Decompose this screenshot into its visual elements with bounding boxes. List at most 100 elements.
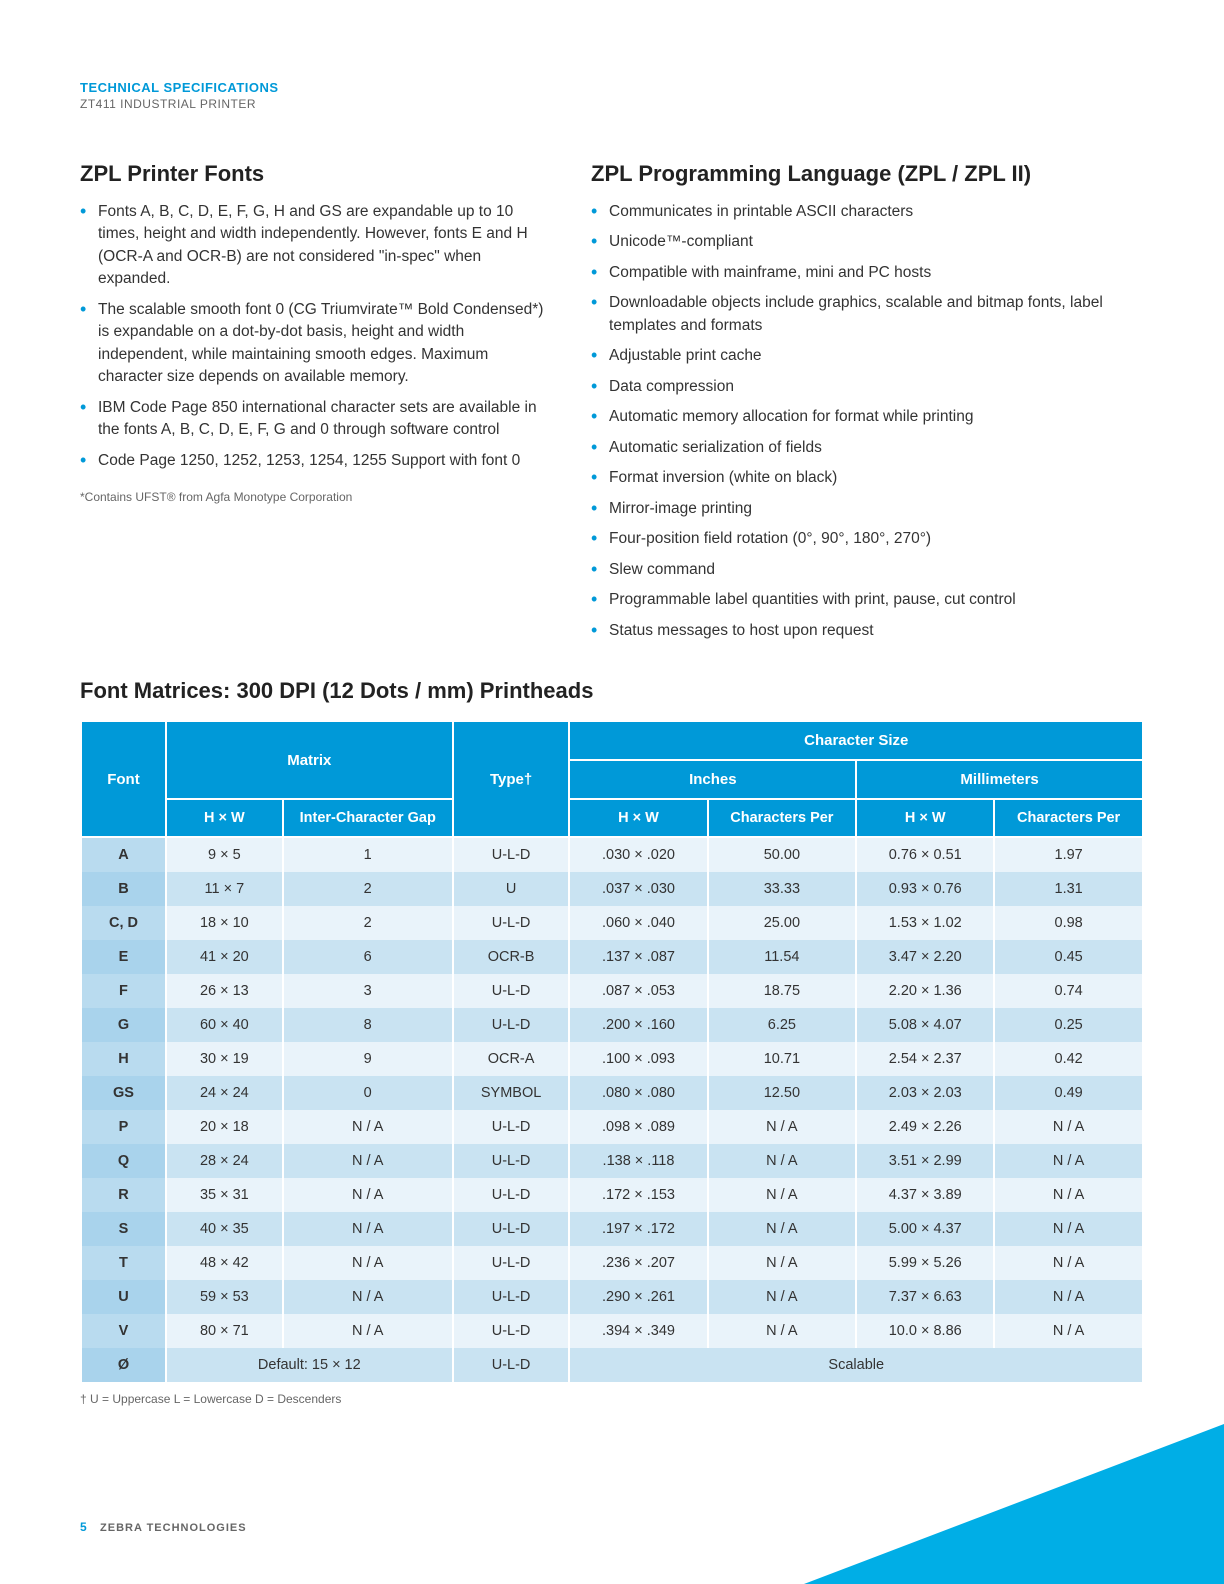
list-item: Programmable label quantities with print… xyxy=(591,589,1144,611)
table-cell: 0.42 xyxy=(994,1042,1143,1076)
list-item: IBM Code Page 850 international characte… xyxy=(80,397,551,442)
table-cell: U-L-D xyxy=(453,1178,570,1212)
th-hxw-2: H × W xyxy=(569,799,707,837)
table-cell: 0.45 xyxy=(994,940,1143,974)
table-cell: G xyxy=(81,1008,166,1042)
list-item: Mirror-image printing xyxy=(591,498,1144,520)
left-footnote: *Contains UFST® from Agfa Monotype Corpo… xyxy=(80,490,551,504)
list-item: Fonts A, B, C, D, E, F, G, H and GS are … xyxy=(80,201,551,291)
th-matrix: Matrix xyxy=(166,721,453,799)
font-matrix-table: Font Matrix Type† Character Size Inches … xyxy=(80,720,1144,1382)
th-hxw-1: H × W xyxy=(166,799,283,837)
list-item: Automatic memory allocation for format w… xyxy=(591,406,1144,428)
left-title: ZPL Printer Fonts xyxy=(80,161,551,187)
table-row: G60 × 408U-L-D.200 × .1606.255.08 × 4.07… xyxy=(81,1008,1143,1042)
table-cell: 26 × 13 xyxy=(166,974,283,1008)
table-cell: .197 × .172 xyxy=(569,1212,707,1246)
table-row: H30 × 199OCR-A.100 × .09310.712.54 × 2.3… xyxy=(81,1042,1143,1076)
table-cell: U xyxy=(81,1280,166,1314)
th-type: Type† xyxy=(453,721,570,837)
table-cell: OCR-B xyxy=(453,940,570,974)
table-cell: U-L-D xyxy=(453,1008,570,1042)
left-bullets: Fonts A, B, C, D, E, F, G, H and GS are … xyxy=(80,201,551,472)
table-cell: N / A xyxy=(994,1144,1143,1178)
header-label: TECHNICAL SPECIFICATIONS xyxy=(80,80,1144,95)
table-cell: N / A xyxy=(994,1212,1143,1246)
table-cell: U-L-D xyxy=(453,1212,570,1246)
page-number: 5 xyxy=(80,1520,87,1534)
table-cell: N / A xyxy=(994,1280,1143,1314)
table-cell: 3 xyxy=(283,974,453,1008)
table-cell: GS xyxy=(81,1076,166,1110)
table-row: E41 × 206OCR-B.137 × .08711.543.47 × 2.2… xyxy=(81,940,1143,974)
table-cell: N / A xyxy=(283,1246,453,1280)
table-cell: 41 × 20 xyxy=(166,940,283,974)
table-cell: Default: 15 × 12 xyxy=(166,1348,453,1382)
table-cell: 0.76 × 0.51 xyxy=(856,837,994,872)
table-cell: 1.31 xyxy=(994,872,1143,906)
table-cell: 59 × 53 xyxy=(166,1280,283,1314)
table-cell: .172 × .153 xyxy=(569,1178,707,1212)
table-cell: P xyxy=(81,1110,166,1144)
table-cell: U-L-D xyxy=(453,837,570,872)
table-row: Q28 × 24N / AU-L-D.138 × .118N / A3.51 ×… xyxy=(81,1144,1143,1178)
table-cell: 18.75 xyxy=(708,974,857,1008)
table-cell: U-L-D xyxy=(453,1280,570,1314)
th-gap: Inter-Character Gap xyxy=(283,799,453,837)
table-cell: 48 × 42 xyxy=(166,1246,283,1280)
table-cell: Scalable xyxy=(569,1348,1143,1382)
table-row: A9 × 51U-L-D.030 × .02050.000.76 × 0.511… xyxy=(81,837,1143,872)
table-cell: 1 xyxy=(283,837,453,872)
table-row: U59 × 53N / AU-L-D.290 × .261N / A7.37 ×… xyxy=(81,1280,1143,1314)
table-cell: 9 × 5 xyxy=(166,837,283,872)
table-cell: B xyxy=(81,872,166,906)
matrices-title: Font Matrices: 300 DPI (12 Dots / mm) Pr… xyxy=(80,678,1144,704)
table-cell: S xyxy=(81,1212,166,1246)
table-cell: N / A xyxy=(994,1246,1143,1280)
table-cell: N / A xyxy=(994,1110,1143,1144)
table-cell: F xyxy=(81,974,166,1008)
table-cell: 2 xyxy=(283,906,453,940)
list-item: Compatible with mainframe, mini and PC h… xyxy=(591,262,1144,284)
table-cell: Q xyxy=(81,1144,166,1178)
table-cell: 0.98 xyxy=(994,906,1143,940)
table-cell: .290 × .261 xyxy=(569,1280,707,1314)
table-cell: 11 × 7 xyxy=(166,872,283,906)
table-cell: N / A xyxy=(994,1178,1143,1212)
corner-decoration xyxy=(804,1424,1224,1584)
table-cell: .138 × .118 xyxy=(569,1144,707,1178)
table-cell: .087 × .053 xyxy=(569,974,707,1008)
table-row: ØDefault: 15 × 12U-L-DScalable xyxy=(81,1348,1143,1382)
table-cell: 20 × 18 xyxy=(166,1110,283,1144)
table-cell: 2.20 × 1.36 xyxy=(856,974,994,1008)
list-item: Data compression xyxy=(591,376,1144,398)
table-cell: 2.49 × 2.26 xyxy=(856,1110,994,1144)
th-mm: Millimeters xyxy=(856,760,1143,799)
table-cell: V xyxy=(81,1314,166,1348)
table-cell: 0.25 xyxy=(994,1008,1143,1042)
th-charsize: Character Size xyxy=(569,721,1143,760)
table-cell: 3.51 × 2.99 xyxy=(856,1144,994,1178)
table-cell: .236 × .207 xyxy=(569,1246,707,1280)
table-cell: 50.00 xyxy=(708,837,857,872)
table-cell: .200 × .160 xyxy=(569,1008,707,1042)
table-cell: N / A xyxy=(708,1178,857,1212)
table-cell: 40 × 35 xyxy=(166,1212,283,1246)
table-cell: 12.50 xyxy=(708,1076,857,1110)
table-cell: 2.54 × 2.37 xyxy=(856,1042,994,1076)
table-cell: N / A xyxy=(708,1314,857,1348)
table-cell: 7.37 × 6.63 xyxy=(856,1280,994,1314)
table-row: B11 × 72U.037 × .03033.330.93 × 0.761.31 xyxy=(81,872,1143,906)
table-row: GS24 × 240SYMBOL.080 × .08012.502.03 × 2… xyxy=(81,1076,1143,1110)
th-cper-1: Characters Per xyxy=(708,799,857,837)
table-cell: N / A xyxy=(283,1144,453,1178)
table-cell: U-L-D xyxy=(453,1314,570,1348)
table-cell: 1.97 xyxy=(994,837,1143,872)
list-item: Adjustable print cache xyxy=(591,345,1144,367)
page-footer: 5 ZEBRA TECHNOLOGIES xyxy=(80,1520,247,1534)
th-inches: Inches xyxy=(569,760,856,799)
list-item: The scalable smooth font 0 (CG Triumvira… xyxy=(80,299,551,389)
list-item: Four-position field rotation (0°, 90°, 1… xyxy=(591,528,1144,550)
table-cell: 3.47 × 2.20 xyxy=(856,940,994,974)
table-cell: E xyxy=(81,940,166,974)
